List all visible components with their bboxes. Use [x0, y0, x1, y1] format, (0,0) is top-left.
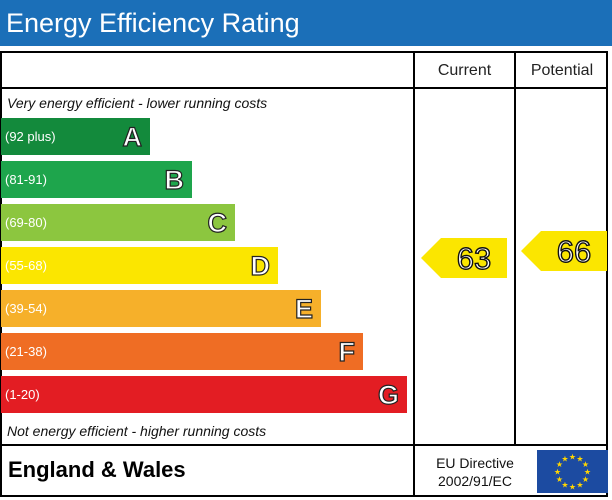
band-range: (21-38)	[5, 344, 47, 359]
band-range: (1-20)	[5, 387, 40, 402]
band-letter: G	[377, 379, 399, 410]
region-label: England & Wales	[8, 457, 186, 482]
band-d: (55-68) D	[1, 247, 278, 284]
header-divider	[0, 87, 608, 89]
band-a: (92 plus) A	[1, 118, 150, 155]
band-b: (81-91) B	[1, 161, 192, 198]
svg-text:★: ★	[569, 483, 576, 492]
eu-flag-graphic: ★ ★ ★ ★ ★ ★ ★ ★ ★ ★ ★ ★	[554, 453, 591, 492]
band-c: (69-80) C	[1, 204, 235, 241]
band-letter: E	[294, 293, 313, 324]
svg-text:★: ★	[561, 481, 568, 490]
current-rating-arrow: 63	[421, 238, 507, 278]
footer-divider	[0, 444, 608, 446]
potential-rating-value: 66	[556, 233, 592, 269]
eu-directive: EU Directive 2002/91/EC	[417, 454, 533, 490]
band-f: (21-38) F	[1, 333, 363, 370]
svg-text:★: ★	[554, 468, 561, 477]
title-bar: Energy Efficiency Rating	[0, 0, 612, 46]
current-rating-value: 63	[456, 240, 492, 276]
column-divider	[514, 51, 516, 446]
band-letter: B	[164, 164, 185, 195]
column-divider	[413, 51, 415, 497]
band-range: (92 plus)	[5, 129, 56, 144]
band-letter: D	[250, 250, 271, 281]
note-top: Very energy efficient - lower running co…	[7, 95, 268, 111]
band-range: (69-80)	[5, 215, 47, 230]
svg-text:★: ★	[556, 475, 563, 484]
eu-flag-icon: ★ ★ ★ ★ ★ ★ ★ ★ ★ ★ ★ ★	[537, 450, 608, 493]
svg-text:★: ★	[582, 460, 589, 469]
svg-text:★: ★	[576, 455, 583, 464]
page-title: Energy Efficiency Rating	[6, 8, 300, 38]
directive-line-1: EU Directive	[436, 455, 514, 471]
potential-rating-arrow: 66	[521, 231, 607, 271]
band-letter: A	[122, 121, 143, 152]
svg-text:★: ★	[584, 468, 591, 477]
band-letter: C	[207, 207, 228, 238]
directive-line-2: 2002/91/EC	[438, 473, 512, 489]
column-header-potential: Potential	[530, 62, 594, 79]
note-bottom: Not energy efficient - higher running co…	[7, 423, 267, 439]
band-g: (1-20) G	[1, 376, 407, 413]
svg-text:★: ★	[556, 460, 563, 469]
band-range: (55-68)	[5, 258, 47, 273]
band-letter: F	[338, 336, 356, 367]
svg-text:★: ★	[576, 481, 583, 490]
svg-text:★: ★	[582, 475, 589, 484]
band-range: (81-91)	[5, 172, 47, 187]
svg-text:★: ★	[569, 453, 576, 462]
band-e: (39-54) E	[1, 290, 321, 327]
column-header-current: Current	[437, 62, 492, 79]
band-range: (39-54)	[5, 301, 47, 316]
svg-text:★: ★	[561, 455, 568, 464]
